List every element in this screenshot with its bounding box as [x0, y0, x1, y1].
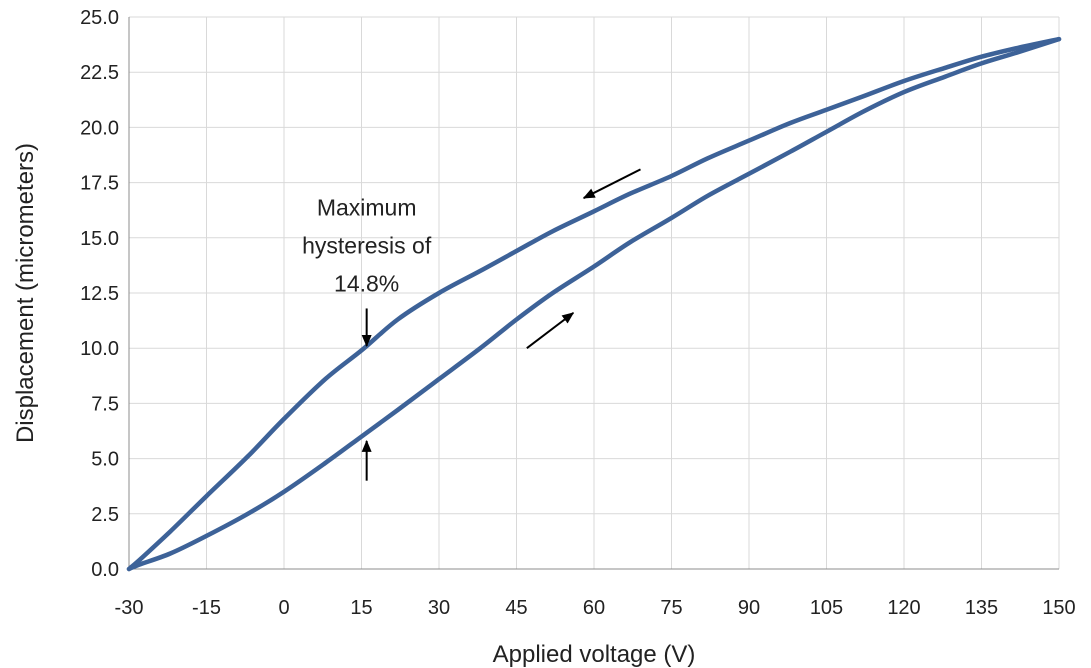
x-tick-label: 60 [583, 597, 605, 619]
x-tick-label: 75 [660, 597, 682, 619]
hysteresis-annotation-line: 14.8% [334, 271, 399, 297]
x-tick-label: 90 [738, 597, 760, 619]
y-tick-label: 17.5 [80, 173, 119, 195]
y-tick-label: 15.0 [80, 228, 119, 250]
y-tick-label: 7.5 [91, 393, 119, 415]
x-tick-label: 15 [350, 597, 372, 619]
y-tick-label: 22.5 [80, 62, 119, 84]
x-tick-label: 45 [505, 597, 527, 619]
plot-border [128, 17, 1059, 570]
y-tick-label: 0.0 [91, 559, 119, 581]
y-tick-label: 2.5 [91, 504, 119, 526]
x-tick-label: 135 [965, 597, 998, 619]
x-tick-label: -30 [115, 597, 144, 619]
y-tick-label: 20.0 [80, 117, 119, 139]
x-tick-label: 30 [428, 597, 450, 619]
x-tick-label: 120 [887, 597, 920, 619]
descending-voltage-line [126, 36, 1062, 572]
x-axis-title: Applied voltage (V) [493, 641, 696, 668]
gridlines [128, 16, 1060, 570]
x-tick-label: 150 [1042, 597, 1075, 619]
y-tick-label: 10.0 [80, 338, 119, 360]
y-tick-label: 5.0 [91, 449, 119, 471]
data-series [126, 36, 1062, 572]
y-tick-label: 12.5 [80, 283, 119, 305]
x-tick-label: -15 [192, 597, 221, 619]
annotation-arrow [526, 312, 575, 349]
annotation-arrow [582, 168, 641, 199]
hysteresis-annotation-line: hysteresis of [302, 233, 432, 259]
hysteresis-annotation-line: Maximum [317, 195, 417, 221]
y-tick-labels: 0.0 2.5 5.0 7.5 10.0 12.5 15.0 17.5 20.0 22.5 25.0 [80, 7, 119, 581]
x-tick-labels: -30 -15 0 15 30 45 60 75 90 105 120 135 150 [115, 597, 1076, 619]
x-tick-label: 0 [278, 597, 289, 619]
annotation-text: Maximum hysteresis of 14.8% [302, 195, 432, 297]
y-tick-label: 25.0 [80, 7, 119, 29]
annotation-arrows [361, 168, 641, 481]
x-tick-label: 105 [810, 597, 843, 619]
y-axis-title: Displacement (micrometers) [12, 143, 39, 443]
ascending-voltage-line [126, 36, 1062, 572]
